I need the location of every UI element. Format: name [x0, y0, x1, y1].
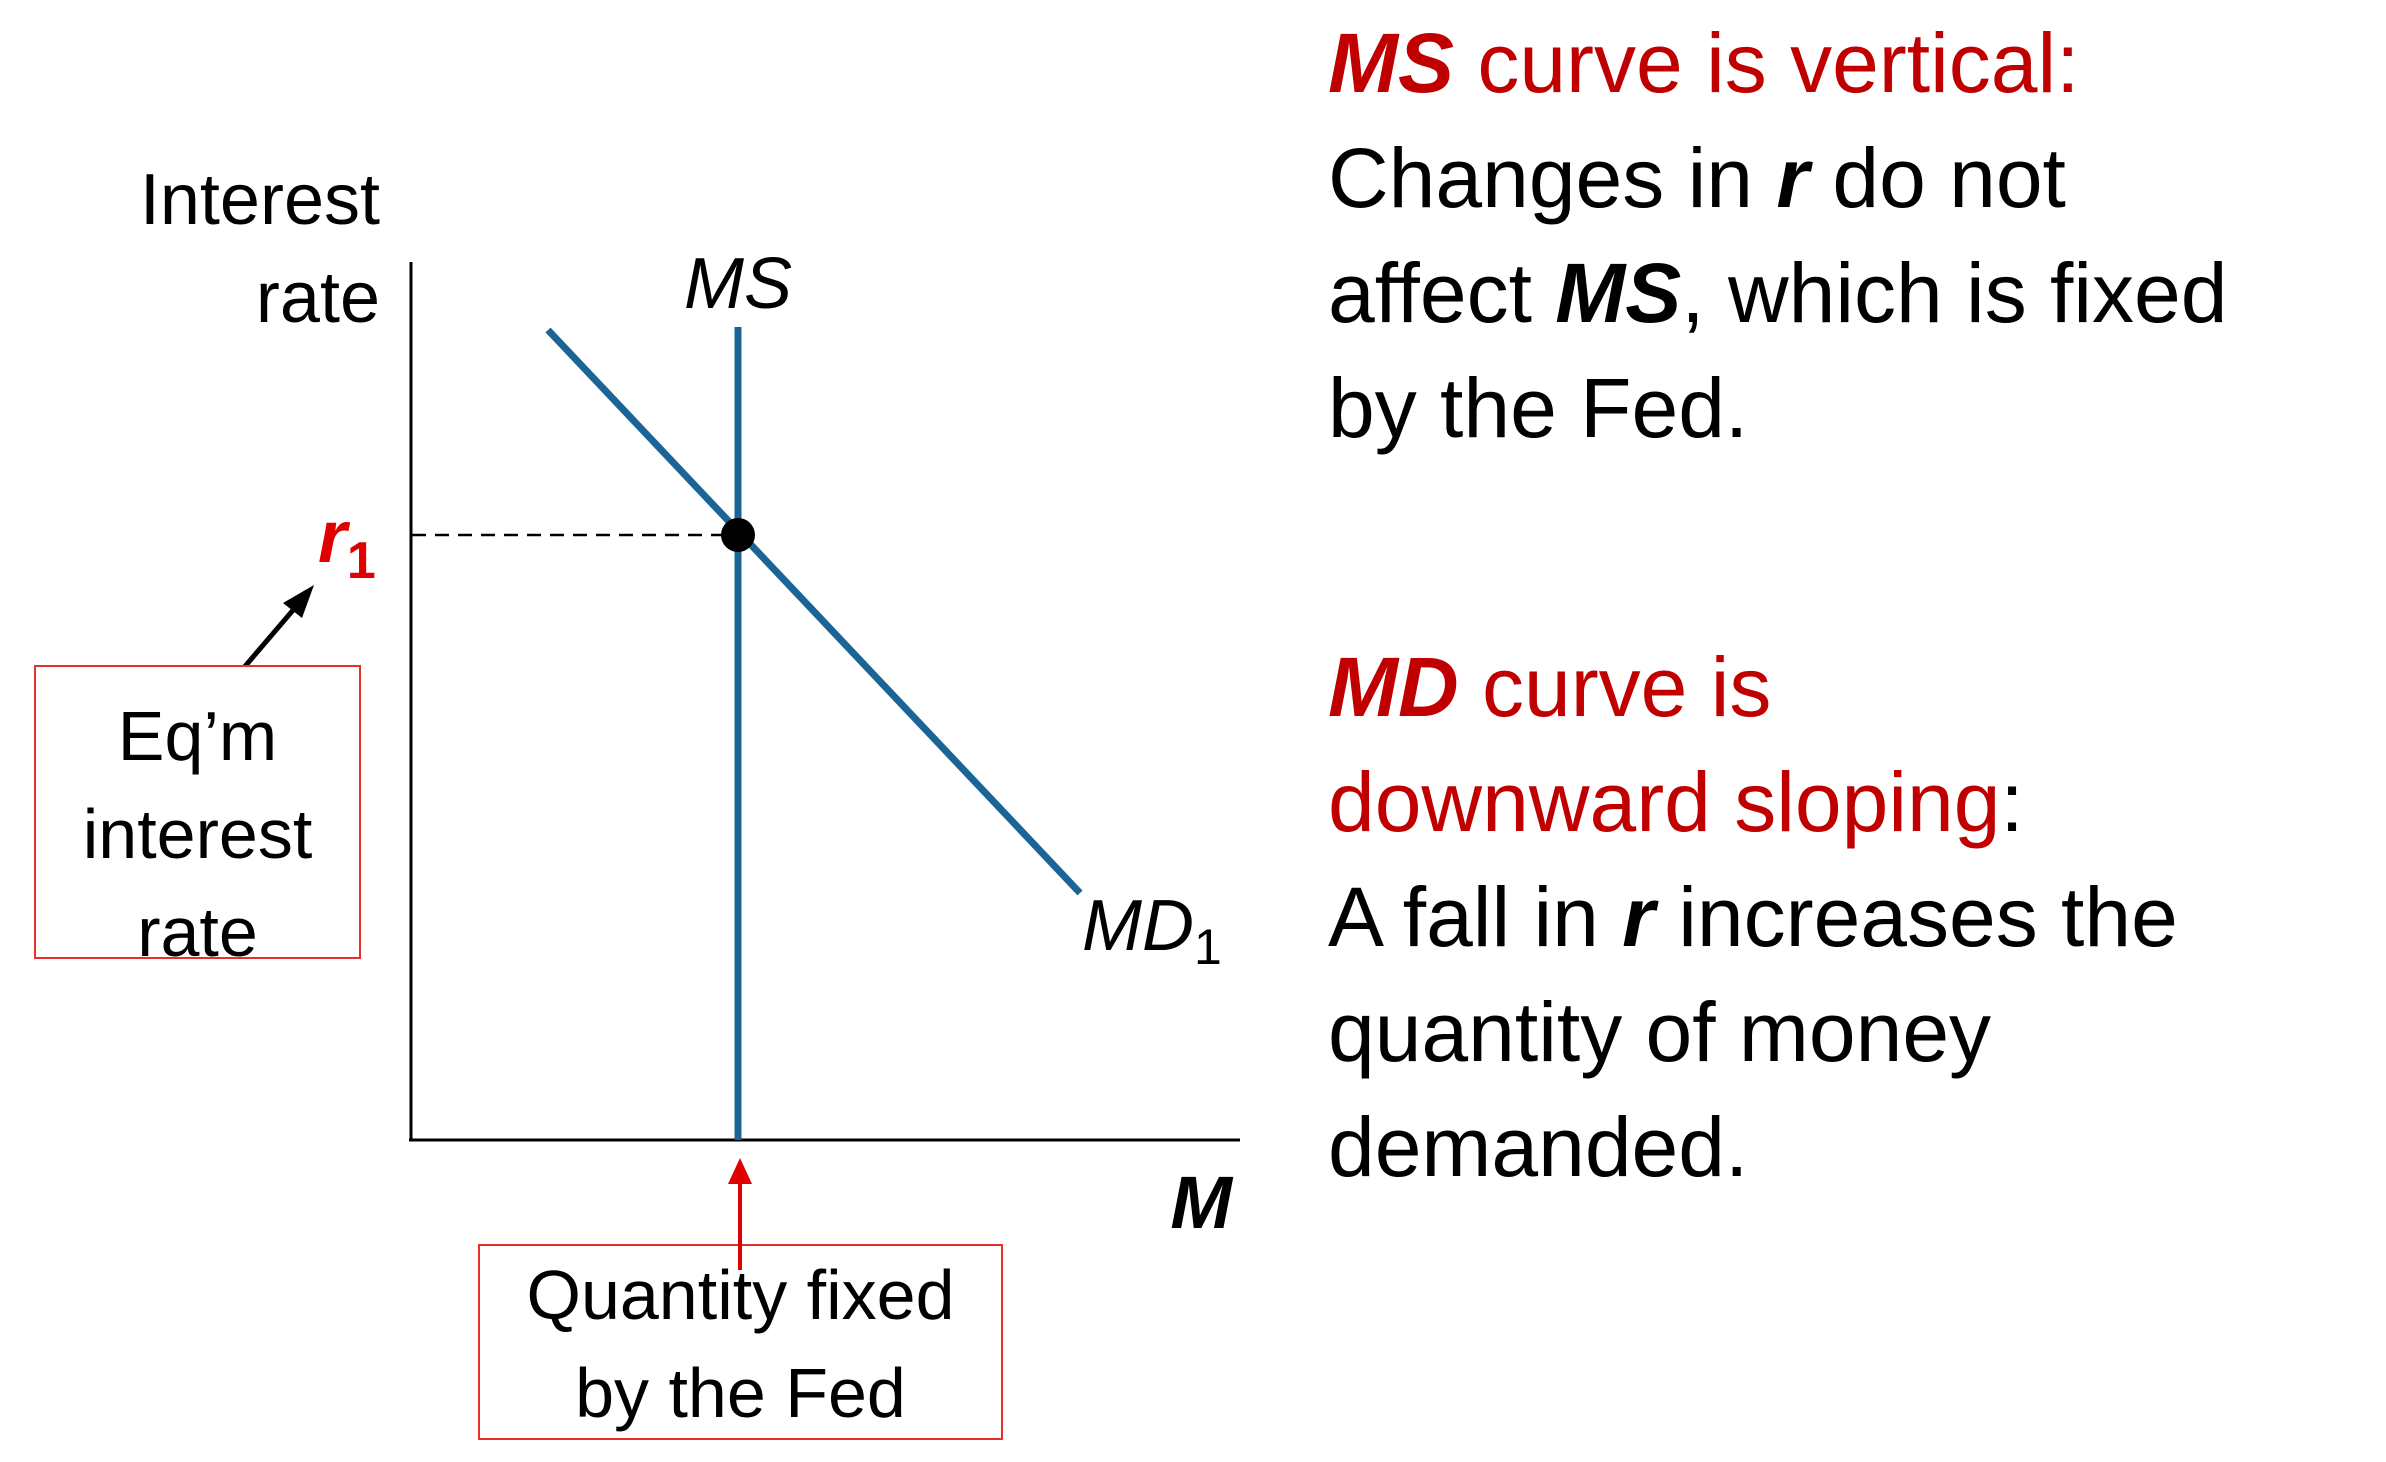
ms-line4: by the Fed.: [1328, 361, 1749, 455]
md-line2-colon: :: [2000, 755, 2024, 849]
r1-subscript: 1: [347, 532, 376, 590]
x-axis-label: M: [1170, 1161, 1233, 1244]
ms-line3-ms: MS: [1555, 246, 1682, 340]
ms-heading-rest: curve is vertical:: [1454, 16, 2080, 110]
y-axis-label-line2: rate: [256, 258, 380, 338]
md-heading-bold: MD: [1328, 640, 1459, 734]
md-curve: [545, 327, 1083, 896]
md-heading-rest: curve is: [1458, 640, 1772, 734]
md-label-subscript: 1: [1194, 919, 1222, 975]
quantity-fixed-callout: Quantity fixed by the Fed: [478, 1244, 1003, 1440]
md-heading: MD curve is: [1328, 630, 2178, 745]
ms-curve-label: MS: [684, 244, 792, 324]
md-label-text: MD: [1082, 886, 1194, 966]
eqm-arrow-head: [283, 585, 314, 618]
md-line5: demanded.: [1328, 1100, 1749, 1194]
r1-symbol: r: [318, 495, 351, 578]
md-curve-label: MD1: [1082, 886, 1222, 975]
md-explanation: MD curve is downward sloping: A fall in …: [1328, 630, 2178, 1205]
r1-label: r1: [318, 495, 376, 590]
md-line3-r: r: [1622, 870, 1655, 964]
ms-line2: Changes in r do not: [1328, 121, 2228, 236]
md-line3-c: increases the: [1654, 870, 2178, 964]
ms-line2-r: r: [1776, 131, 1810, 225]
md-line3: A fall in r increases the: [1328, 860, 2178, 975]
eqm-callout-line3: rate: [137, 893, 258, 971]
ms-heading-bold: MS: [1328, 16, 1454, 110]
eqm-interest-rate-callout: Eq’m interest rate: [34, 665, 361, 971]
md-line2-red: downward sloping: [1328, 755, 2001, 849]
eqm-callout-line2: interest: [82, 795, 313, 873]
ms-line2-a: Changes in: [1328, 131, 1777, 225]
equilibrium-point: [721, 518, 755, 552]
ms-line3-c: , which is fixed: [1681, 246, 2228, 340]
fed-callout-line2: by the Fed: [575, 1354, 906, 1432]
fed-callout-line1: Quantity fixed: [526, 1256, 955, 1334]
ms-explanation: MS curve is vertical: Changes in r do no…: [1328, 6, 2228, 466]
ms-line3-a: affect: [1328, 246, 1556, 340]
ms-line3: affect MS, which is fixed: [1328, 236, 2228, 351]
ms-heading: MS curve is vertical:: [1328, 6, 2228, 121]
y-axis-label-line1: Interest: [140, 160, 380, 240]
md-line4: quantity of money: [1328, 985, 1992, 1079]
md-line3-a: A fall in: [1328, 870, 1623, 964]
ms-line2-c: do not: [1809, 131, 2066, 225]
eqm-callout-line1: Eq’m: [117, 697, 278, 775]
md-line2: downward sloping:: [1328, 745, 2178, 860]
